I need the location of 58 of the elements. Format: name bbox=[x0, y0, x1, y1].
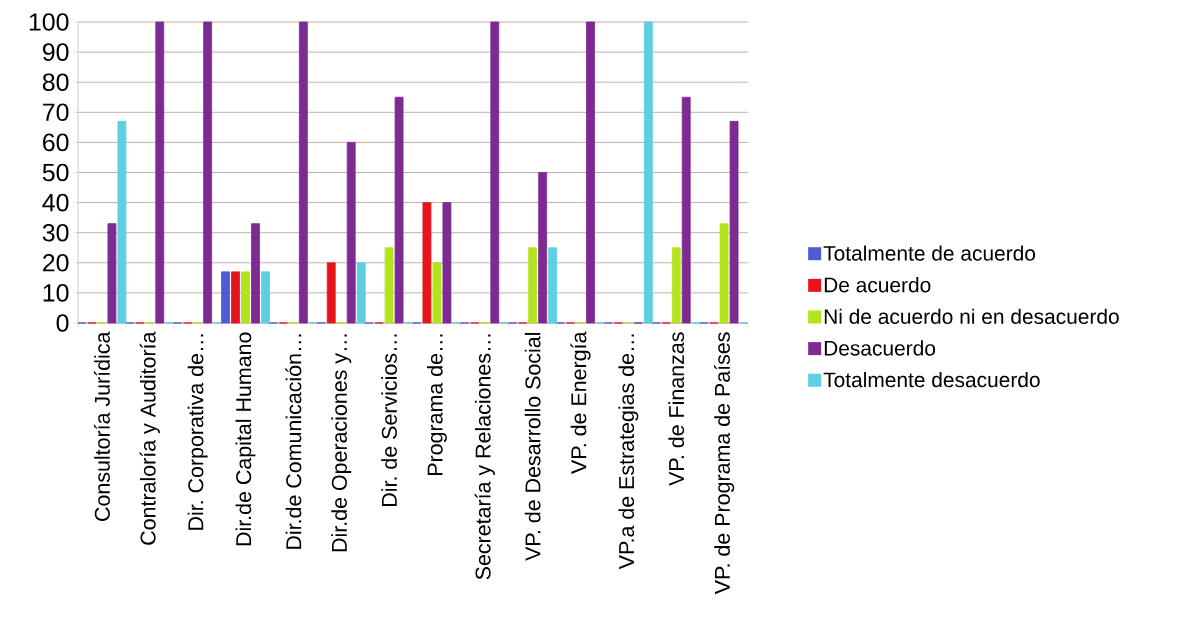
bar bbox=[155, 21, 165, 324]
y-tick-label: 30 bbox=[42, 223, 69, 242]
x-tick-label: Dir.de Operaciones y… bbox=[331, 334, 352, 552]
legend-label: Ni de acuerdo ni en desacuerdo bbox=[824, 308, 1119, 325]
y-tick-label: 90 bbox=[42, 43, 69, 61]
x-tick-label: VP.a de Estrategias de… bbox=[618, 334, 639, 570]
y-tick-label: 60 bbox=[43, 133, 69, 152]
x-tick-label: Contraloría y Auditoría bbox=[139, 331, 160, 545]
x-tick-label: Consultoría Jurídica bbox=[93, 331, 110, 521]
y-tick-label: 80 bbox=[42, 73, 69, 92]
x-tick-label: VP. de Desarrollo Social bbox=[524, 333, 541, 561]
bar bbox=[117, 120, 127, 324]
bar bbox=[490, 21, 500, 324]
x-tick-label: VP. de Finanzas bbox=[668, 332, 685, 486]
bar bbox=[528, 247, 538, 324]
bar bbox=[241, 271, 250, 324]
x-tick-label: VP. de Programa de Países bbox=[713, 332, 735, 595]
bar bbox=[251, 223, 260, 324]
y-tick-label: 40 bbox=[42, 193, 69, 212]
bar bbox=[221, 271, 230, 324]
bar bbox=[203, 21, 213, 324]
bar bbox=[643, 21, 653, 324]
x-tick-label: Dir. de Servicios… bbox=[381, 334, 397, 506]
x-tick-label: Dir. Corporativa de… bbox=[187, 334, 208, 530]
bar bbox=[586, 21, 595, 324]
bar bbox=[548, 247, 558, 324]
bar bbox=[422, 202, 432, 324]
bar bbox=[261, 271, 270, 324]
bar bbox=[326, 262, 336, 324]
bar bbox=[719, 223, 729, 324]
bar bbox=[356, 262, 366, 324]
bar bbox=[107, 223, 117, 324]
y-tick-label: 50 bbox=[42, 163, 69, 182]
x-tick-label: VP. de Energía bbox=[570, 331, 591, 474]
bar bbox=[538, 172, 548, 324]
bar bbox=[442, 202, 452, 324]
bar bbox=[432, 262, 442, 324]
bar bbox=[671, 247, 681, 324]
y-tick-label: 100 bbox=[29, 13, 69, 31]
bar bbox=[729, 120, 739, 324]
x-tick-label: Dir.de Capital Humano bbox=[235, 332, 256, 546]
x-tick-label: Secretaría y Relaciones… bbox=[474, 334, 495, 580]
y-tick-label: 10 bbox=[43, 284, 69, 302]
x-tick-label: Programa de… bbox=[426, 334, 447, 476]
legend-label: Desacuerdo bbox=[824, 340, 936, 356]
y-tick-label: 0 bbox=[56, 314, 69, 332]
legend-label: De acuerdo bbox=[824, 277, 931, 293]
bar bbox=[346, 142, 356, 324]
legend-label: Totalmente desacuerdo bbox=[823, 371, 1040, 388]
x-tick-label: Dir.de Comunicación… bbox=[285, 334, 302, 549]
y-tick-label: 70 bbox=[43, 103, 69, 122]
bar bbox=[231, 271, 240, 324]
legend-label: Totalmente de acuerdo bbox=[823, 245, 1036, 261]
bar bbox=[298, 21, 308, 324]
bar bbox=[394, 96, 404, 324]
bar bbox=[681, 96, 691, 324]
y-tick-label: 20 bbox=[43, 253, 69, 272]
bar bbox=[384, 247, 394, 324]
